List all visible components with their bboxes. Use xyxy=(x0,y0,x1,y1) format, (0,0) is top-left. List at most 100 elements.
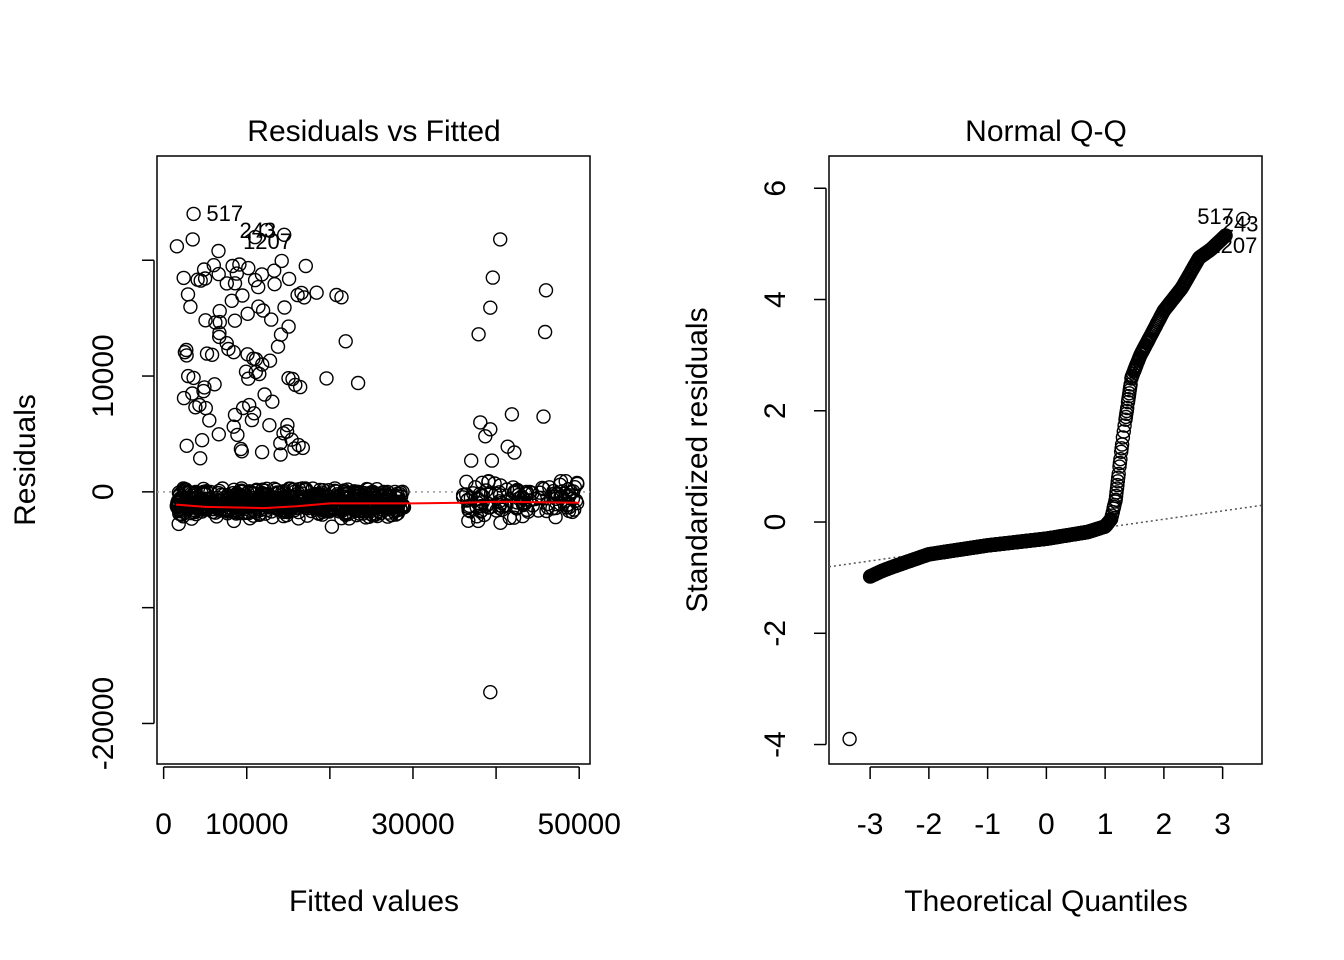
data-point xyxy=(487,476,502,491)
y-tick-label: -20000 xyxy=(87,677,120,770)
data-point xyxy=(215,481,230,496)
plot-frame xyxy=(156,155,591,765)
data-point xyxy=(180,368,196,384)
x-tick-label: -3 xyxy=(857,808,884,841)
data-point xyxy=(189,501,205,516)
data-point xyxy=(277,300,292,315)
data-point xyxy=(309,285,324,300)
data-point xyxy=(485,270,500,285)
data-point xyxy=(287,441,302,456)
data-point xyxy=(185,232,200,247)
data-point xyxy=(262,418,277,433)
data-point xyxy=(473,504,488,519)
data-point xyxy=(537,324,553,340)
data-point xyxy=(455,487,471,503)
data-point xyxy=(240,306,255,321)
data-point xyxy=(185,386,200,401)
data-point xyxy=(225,258,240,274)
data-point xyxy=(548,500,563,516)
data-point xyxy=(298,482,313,497)
data-point xyxy=(189,496,204,511)
y-tick-label: -2 xyxy=(759,620,792,647)
data-point xyxy=(506,510,522,525)
data-point xyxy=(350,375,366,391)
data-point xyxy=(548,509,563,525)
data-point xyxy=(176,390,192,406)
data-point xyxy=(264,312,279,327)
data-point xyxy=(179,438,194,453)
data-point xyxy=(342,511,357,526)
data-point xyxy=(378,485,393,501)
data-point xyxy=(473,415,488,430)
x-tick-label: 0 xyxy=(155,808,172,841)
data-point xyxy=(247,229,263,245)
data-point xyxy=(262,353,278,368)
data-point xyxy=(376,484,391,500)
data-point xyxy=(211,266,226,282)
data-point xyxy=(1111,466,1126,482)
data-point xyxy=(334,290,349,305)
y-tick-label: 6 xyxy=(759,180,792,197)
data-point xyxy=(324,519,340,534)
data-point xyxy=(267,277,282,292)
data-point xyxy=(284,432,299,447)
data-point xyxy=(176,270,191,286)
data-point xyxy=(251,299,266,314)
data-point xyxy=(483,300,498,315)
data-point xyxy=(207,496,223,512)
y-tick-label: -4 xyxy=(759,731,792,758)
x-tick-label: 2 xyxy=(1156,808,1173,841)
data-point xyxy=(202,413,217,428)
point-annotation: 517 xyxy=(1197,204,1234,229)
normal-qq-panel: Normal Q-Q -3 -2 -1 0 1 2 3 -4 -2 0 2 4 6 Theoretic… xyxy=(681,115,1263,918)
data-point xyxy=(254,444,270,460)
data-point xyxy=(211,427,227,442)
data-point xyxy=(244,412,260,428)
data-point xyxy=(287,484,302,499)
y-axis-label: Residuals xyxy=(9,394,42,526)
data-point xyxy=(265,394,280,409)
data-point xyxy=(483,685,498,700)
data-point xyxy=(270,339,286,354)
point-annotation: 243 xyxy=(1222,212,1259,237)
y-axis: -20000 0 10000 xyxy=(87,259,155,770)
data-point xyxy=(461,499,476,515)
data-point xyxy=(478,429,493,444)
data-point xyxy=(241,397,257,413)
data-point xyxy=(226,419,241,434)
data-point xyxy=(376,493,392,508)
data-point xyxy=(499,482,515,497)
data-point xyxy=(1117,418,1132,433)
data-point xyxy=(221,341,236,357)
y-tick-label: 10000 xyxy=(87,334,120,417)
y-axis-label: Standardized residuals xyxy=(681,307,714,612)
data-point xyxy=(310,487,325,502)
data-point xyxy=(198,313,213,328)
data-point xyxy=(212,325,227,341)
data-point xyxy=(179,342,194,358)
plot-frame xyxy=(828,155,1263,765)
data-point xyxy=(287,503,302,518)
data-point xyxy=(252,506,267,521)
data-point xyxy=(464,453,479,468)
x-tick-label: 30000 xyxy=(371,808,454,841)
data-point xyxy=(169,239,185,254)
data-point xyxy=(561,503,577,519)
data-point xyxy=(1214,232,1229,247)
data-point xyxy=(234,444,250,459)
data-point xyxy=(1214,231,1230,247)
data-point xyxy=(211,243,226,259)
x-axis-label: Theoretical Quantiles xyxy=(904,885,1187,918)
data-point xyxy=(536,409,551,424)
panel-title: Residuals vs Fitted xyxy=(247,115,500,148)
x-tick-label: 0 xyxy=(1038,808,1055,841)
data-point xyxy=(1123,377,1138,392)
data-point xyxy=(538,283,554,298)
data-point xyxy=(183,299,198,314)
data-point xyxy=(396,498,411,513)
data-point xyxy=(569,475,585,491)
data-point xyxy=(190,272,205,287)
data-point xyxy=(177,345,193,360)
data-point xyxy=(251,492,266,507)
data-point xyxy=(298,258,313,274)
